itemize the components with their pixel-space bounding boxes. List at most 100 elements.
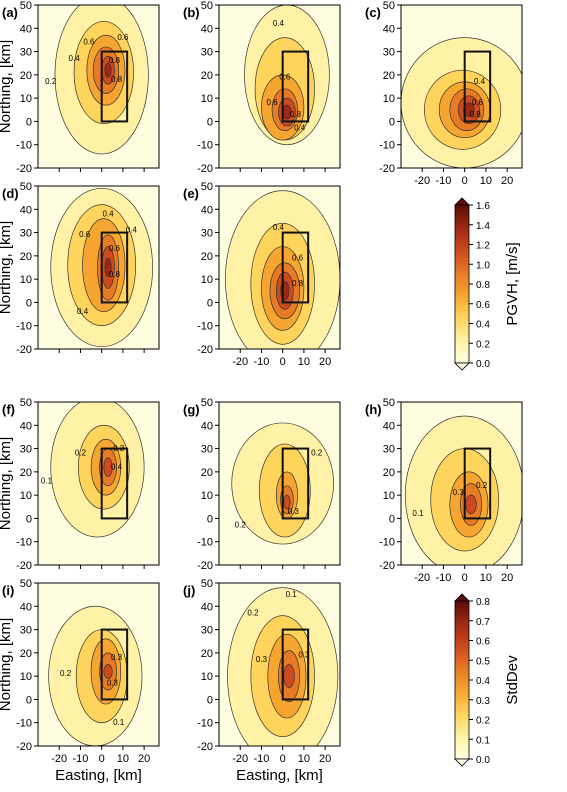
y-tick-label: 40 bbox=[20, 601, 32, 613]
y-tick-label: 10 bbox=[201, 490, 213, 502]
y-tick-label: 0 bbox=[26, 513, 32, 525]
contour-label: 0.4 bbox=[273, 223, 285, 232]
y-tick-label: -20 bbox=[16, 163, 32, 175]
contour-label: 0.4 bbox=[69, 54, 81, 63]
y-tick-label: 0 bbox=[207, 513, 213, 525]
heatmap-field bbox=[50, 187, 153, 348]
y-tick-label: 20 bbox=[20, 70, 32, 82]
x-tick-label: -20 bbox=[51, 753, 67, 765]
contour-label: 0.3 bbox=[256, 655, 268, 664]
contour-region bbox=[283, 494, 291, 510]
y-tick-label: 50 bbox=[201, 181, 213, 193]
contour-label: 0.6 bbox=[279, 73, 291, 82]
x-tick-label: -10 bbox=[254, 356, 270, 368]
y-tick-label: 30 bbox=[383, 444, 395, 456]
x-tick-label: 0 bbox=[280, 753, 286, 765]
fault-outline bbox=[100, 50, 129, 123]
colorbar-tick-label: 1.0 bbox=[476, 260, 490, 271]
x-tick-label: -10 bbox=[73, 753, 89, 765]
contour-label: 0.1 bbox=[41, 477, 53, 486]
y-tick-label: 10 bbox=[20, 274, 32, 286]
y-tick-label: 30 bbox=[20, 625, 32, 637]
contour-label: 0.2 bbox=[75, 449, 87, 458]
x-tick-label: -10 bbox=[436, 572, 452, 584]
colorbar-max-arrow bbox=[454, 593, 470, 602]
colorbar-tick-label: 0.1 bbox=[476, 735, 490, 746]
contour-label: 0.4 bbox=[273, 19, 285, 28]
y-tick-label: 30 bbox=[201, 444, 213, 456]
x-tick-label: 20 bbox=[138, 753, 150, 765]
y-tick-label: 20 bbox=[201, 70, 213, 82]
y-tick-label: -10 bbox=[16, 321, 32, 333]
x-tick-label: -10 bbox=[436, 175, 452, 187]
contour-label: 0.3 bbox=[453, 488, 465, 497]
y-tick-label: 40 bbox=[20, 420, 32, 432]
x-axis-label: Easting, [km] bbox=[55, 767, 142, 784]
contour-label: 0.4 bbox=[474, 77, 486, 86]
colorbar-tick-label: 1.6 bbox=[476, 201, 490, 212]
x-tick-label: 0 bbox=[280, 356, 286, 368]
y-tick-label: 50 bbox=[201, 397, 213, 409]
contour-label: 0.6 bbox=[83, 38, 95, 47]
x-tick-label: 0 bbox=[462, 572, 468, 584]
y-tick-label: 20 bbox=[201, 648, 213, 660]
contour-region bbox=[465, 494, 477, 515]
contour-label: 0.6 bbox=[109, 244, 121, 253]
x-tick-label: 0 bbox=[99, 753, 105, 765]
y-tick-label: 40 bbox=[383, 23, 395, 35]
y-tick-label: 40 bbox=[201, 420, 213, 432]
x-axis-label: Easting, [km] bbox=[236, 767, 323, 784]
fault-outline bbox=[281, 231, 310, 304]
contour-label: 0.1 bbox=[286, 590, 298, 599]
colorbar-tick-label: 0.0 bbox=[476, 755, 490, 766]
colorbar-max-arrow bbox=[454, 197, 470, 206]
panel-label: (a) bbox=[2, 5, 18, 20]
y-tick-label: -10 bbox=[197, 321, 213, 333]
fault-outline bbox=[281, 447, 310, 520]
x-tick-label: 20 bbox=[501, 572, 513, 584]
y-tick-label: 50 bbox=[201, 0, 213, 12]
contour-label: 0.4 bbox=[126, 226, 138, 235]
fault-outline bbox=[100, 231, 129, 304]
fault-outline bbox=[463, 447, 492, 520]
colorbar-label: PGVH, [m/s] bbox=[504, 242, 521, 325]
panel-i: 0.2 0.3 0.3 0.1 -20 -10 0 10 20 30 40 50 -20 -10 0 10 20… bbox=[0, 578, 160, 784]
x-tick-label: 0 bbox=[462, 175, 468, 187]
y-tick-label: 20 bbox=[201, 251, 213, 263]
panel-f: 0.1 0.2 0.3 0.4 -20 -10 0 10 20 30 40 50 (f) Northing… bbox=[0, 397, 160, 572]
y-tick-label: -10 bbox=[197, 140, 213, 152]
y-tick-label: 10 bbox=[383, 490, 395, 502]
y-tick-label: 50 bbox=[20, 578, 32, 590]
y-tick-label: -20 bbox=[197, 560, 213, 572]
panel-label: (e) bbox=[183, 186, 199, 201]
y-tick-label: 10 bbox=[201, 93, 213, 105]
x-tick-label: 10 bbox=[117, 753, 129, 765]
panel-b: 0.4 0.6 0.6 0.8 0.4 -20 -10 0 10 20 30 40 50(b) bbox=[183, 0, 341, 175]
contour-label: 0.1 bbox=[412, 509, 424, 518]
contour-label: 0.3 bbox=[111, 653, 123, 662]
y-tick-label: 20 bbox=[20, 467, 32, 479]
y-tick-label: -20 bbox=[379, 163, 395, 175]
panel-label: (d) bbox=[2, 186, 19, 201]
x-tick-label: 10 bbox=[298, 356, 310, 368]
colorbar-pgvh: 0.0 0.2 0.4 0.6 0.8 1.0 1.2 1.4 1.6 PGVH, [m/s] bbox=[454, 197, 521, 371]
contour-label: 0.4 bbox=[111, 463, 123, 472]
contour-label: 0.3 bbox=[288, 507, 300, 516]
contour-label: 0.2 bbox=[311, 449, 323, 458]
contour-label: 0.8 bbox=[290, 110, 302, 119]
y-tick-label: -20 bbox=[16, 560, 32, 572]
y-tick-label: 0 bbox=[389, 116, 395, 128]
panel-frame bbox=[218, 185, 341, 350]
panel-a: 0.20.40.60.60.80.8-20-1001020304050(a)No… bbox=[0, 0, 160, 175]
contour-region bbox=[103, 664, 113, 679]
colorbar-tick-label: 1.2 bbox=[476, 241, 490, 252]
y-tick-label: 30 bbox=[201, 625, 213, 637]
contour-label: 0.2 bbox=[476, 481, 488, 490]
x-tick-label: -20 bbox=[232, 356, 248, 368]
y-tick-label: 0 bbox=[207, 694, 213, 706]
panel-frame bbox=[37, 4, 160, 169]
panel-label: (c) bbox=[365, 5, 381, 20]
y-tick-label: 10 bbox=[201, 671, 213, 683]
contour-label: 0.6 bbox=[292, 254, 304, 263]
